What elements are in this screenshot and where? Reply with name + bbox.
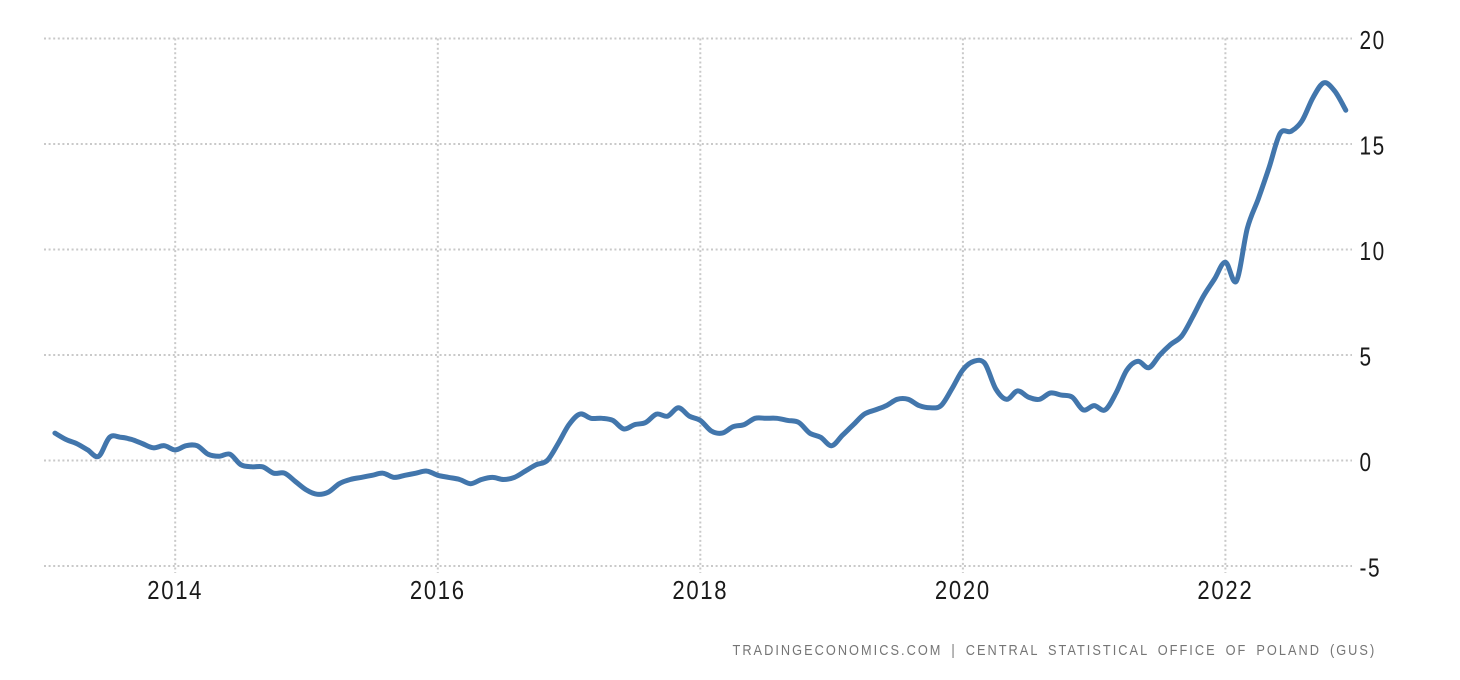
svg-text:2016: 2016 [410,576,466,605]
svg-text:2014: 2014 [147,576,203,605]
svg-text:2018: 2018 [672,576,728,605]
svg-text:-5: -5 [1360,553,1382,582]
svg-text:0: 0 [1360,448,1373,477]
svg-text:15: 15 [1360,131,1386,160]
svg-text:10: 10 [1360,237,1386,266]
svg-text:5: 5 [1360,342,1373,371]
svg-text:TRADINGECONOMICS.COM | CENTRAL: TRADINGECONOMICS.COM | CENTRAL STATISTIC… [733,641,1377,658]
svg-text:2020: 2020 [935,576,991,605]
svg-text:20: 20 [1360,26,1386,55]
svg-text:2022: 2022 [1197,576,1253,605]
